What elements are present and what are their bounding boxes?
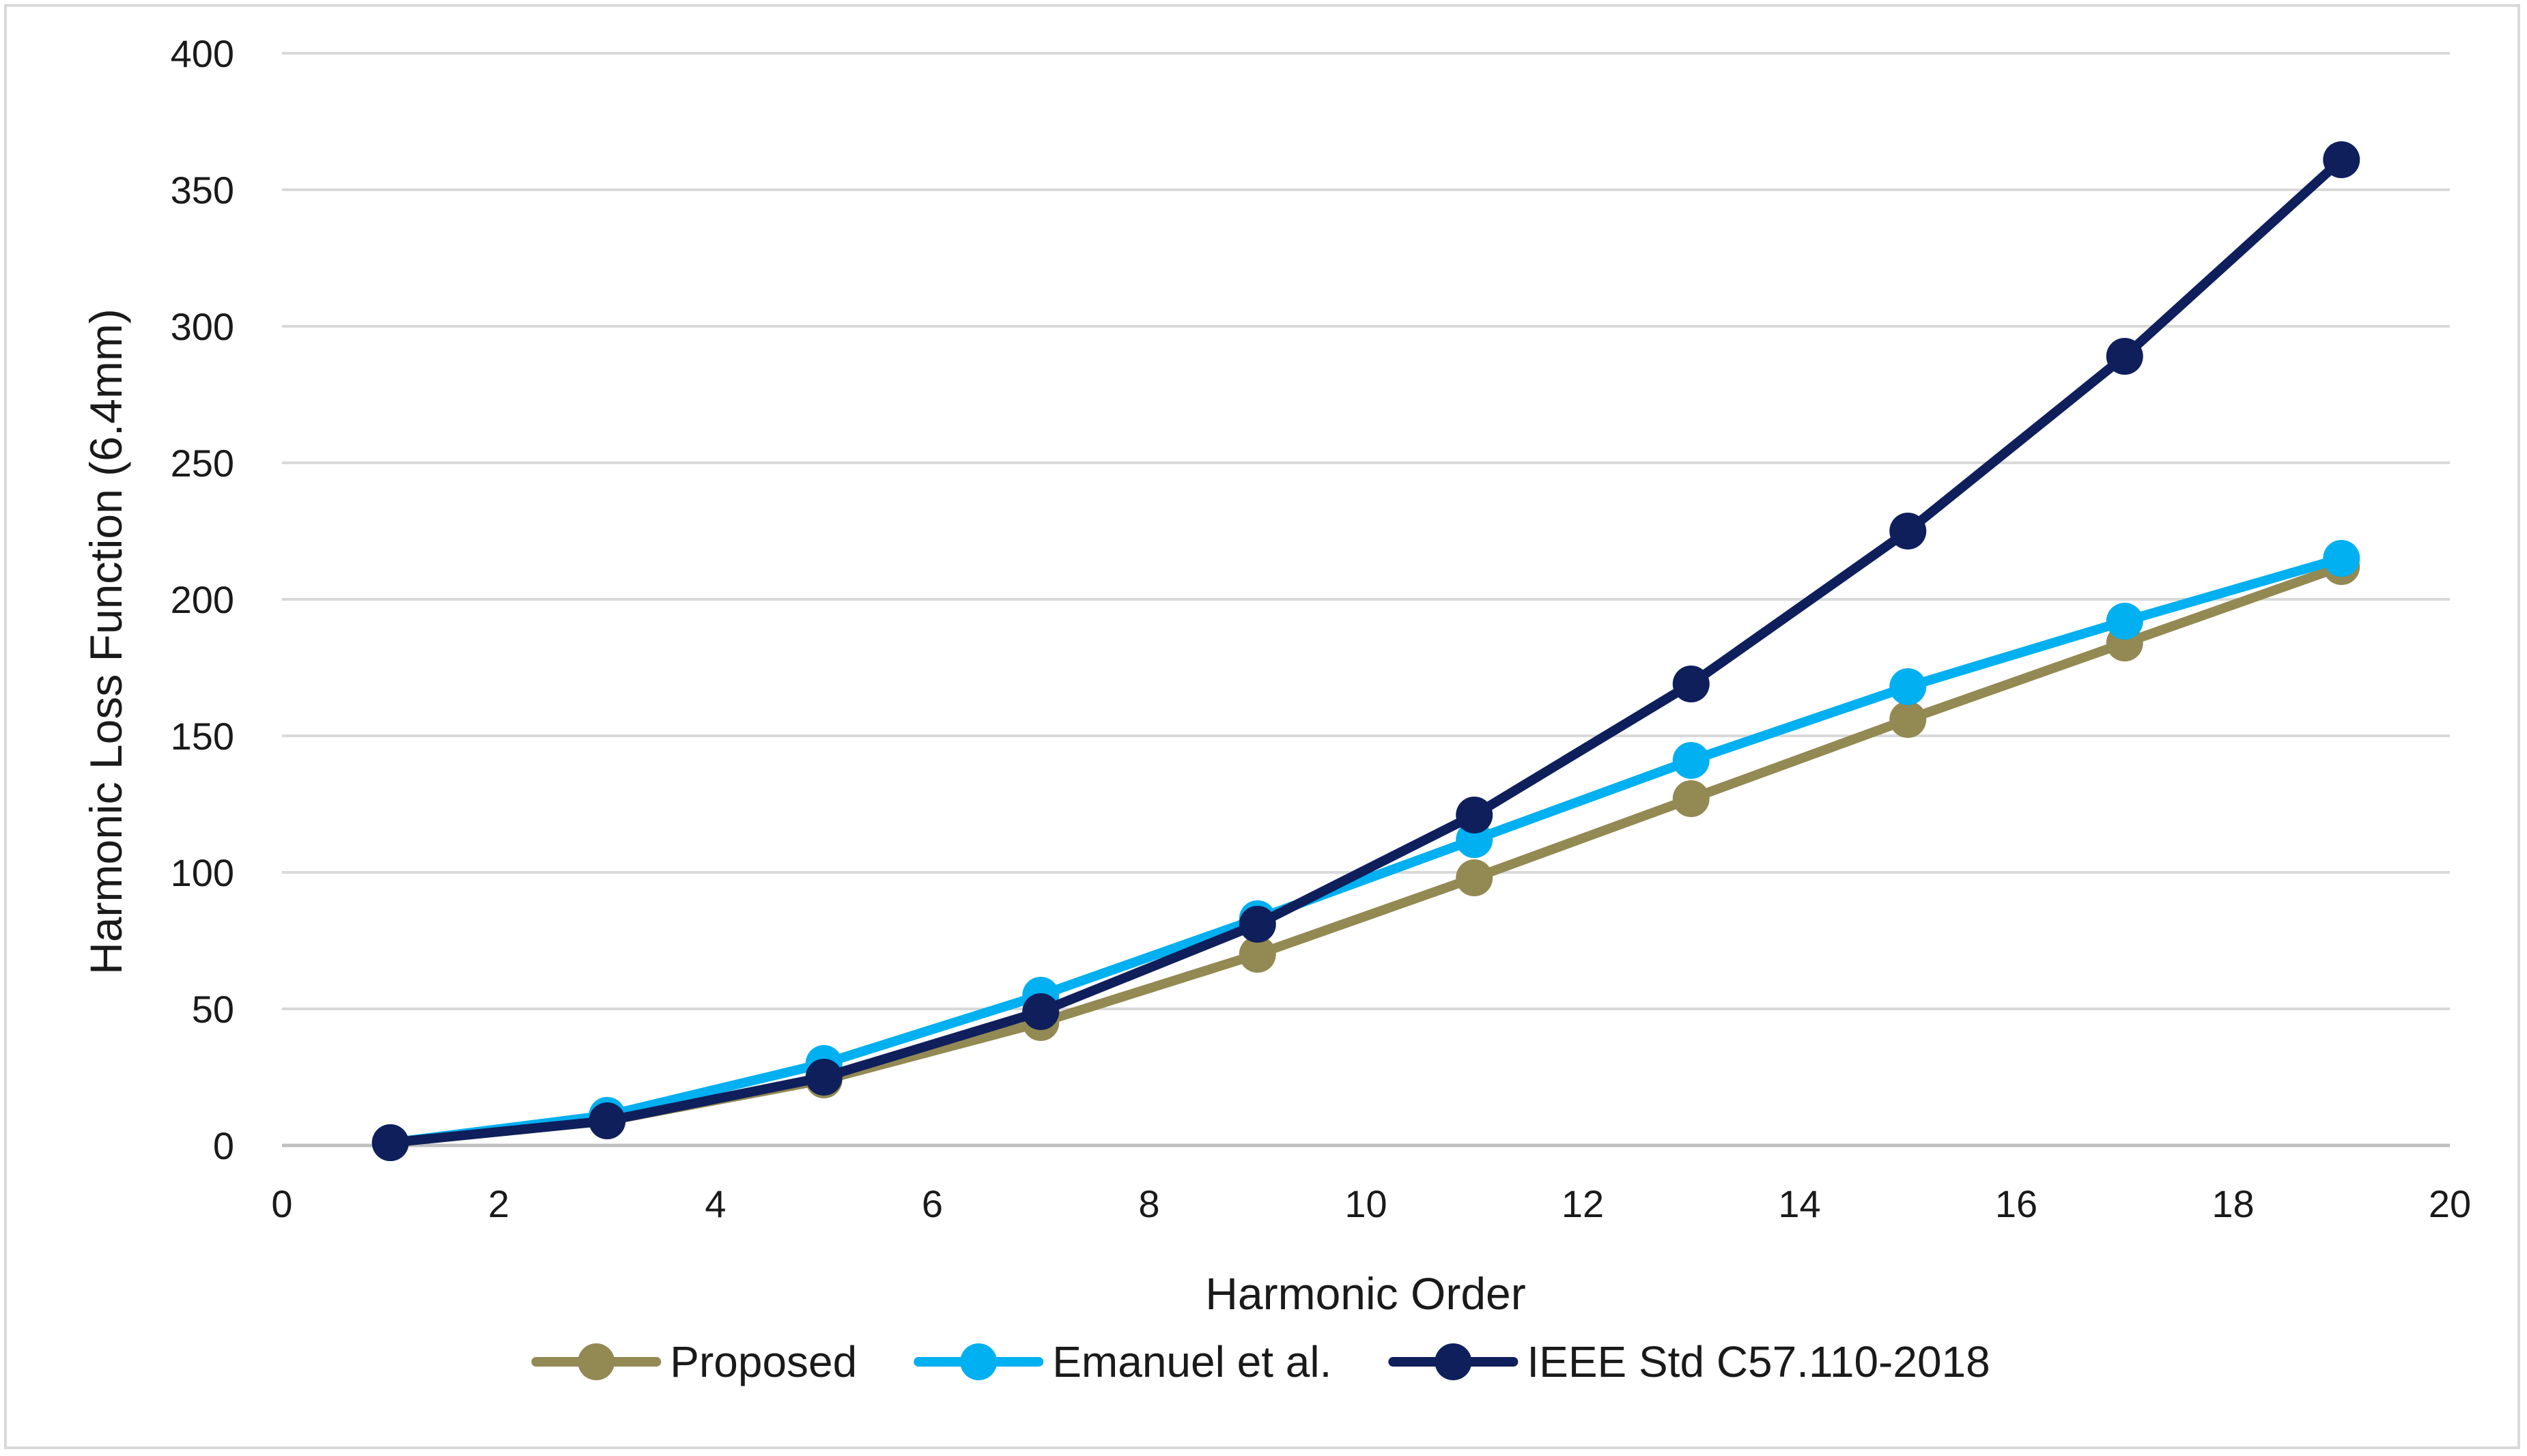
x-tick-label: 0	[271, 1182, 292, 1225]
x-tick-label: 8	[1138, 1182, 1159, 1225]
y-tick-label: 300	[171, 305, 234, 348]
data-point	[2106, 603, 2143, 640]
y-tick-label: 50	[192, 988, 234, 1031]
x-tick-label: 18	[2212, 1182, 2254, 1225]
y-tick-label: 350	[171, 169, 234, 212]
x-tick-label: 12	[1562, 1182, 1604, 1225]
legend-swatch-marker	[960, 1343, 998, 1380]
legend: Proposed Emanuel et al. IEEE Std C57.110-2…	[531, 1337, 1990, 1386]
legend-label: Emanuel et al.	[1052, 1337, 1331, 1386]
x-tick-label: 2	[488, 1182, 509, 1225]
data-point	[2106, 338, 2143, 375]
series-line	[385, 554, 2347, 1147]
data-point	[1672, 666, 1710, 702]
data-point	[1456, 859, 1493, 896]
y-tick-label: 250	[171, 442, 234, 485]
legend-swatch-marker	[1435, 1343, 1472, 1380]
legend-label: Proposed	[670, 1337, 857, 1386]
data-point	[2323, 141, 2360, 178]
data-point	[1456, 797, 1493, 833]
data-point	[1672, 780, 1710, 817]
data-point	[1672, 742, 1710, 779]
legend-item: Proposed	[531, 1337, 857, 1386]
y-tick-label: 0	[213, 1124, 234, 1167]
x-tick-label: 14	[1778, 1182, 1820, 1225]
legend-swatch-marker	[578, 1343, 615, 1380]
x-tick-label: 4	[705, 1182, 726, 1225]
data-point	[371, 1124, 409, 1161]
data-point	[1022, 993, 1060, 1030]
series-line	[385, 562, 2347, 1147]
grid-lines	[282, 52, 2450, 1147]
y-tick-label: 100	[171, 851, 234, 894]
legend-label: IEEE Std C57.110-2018	[1527, 1337, 1990, 1386]
series-line	[385, 155, 2347, 1147]
series-2	[371, 540, 2360, 1161]
legend-item: IEEE Std C57.110-2018	[1388, 1337, 1990, 1386]
y-tick-label: 200	[171, 578, 234, 621]
legend-item: Emanuel et al.	[914, 1337, 1331, 1386]
x-tick-label: 10	[1344, 1182, 1387, 1225]
y-axis-title: Harmonic Loss Function (6.4mm)	[81, 309, 131, 975]
chart-frame	[4, 4, 2520, 1449]
data-point	[1889, 701, 1927, 738]
data-point	[1239, 906, 1276, 943]
y-tick-label: 150	[171, 715, 234, 758]
data-point	[805, 1059, 843, 1096]
x-tick-label: 16	[1995, 1182, 2037, 1225]
data-point	[1239, 936, 1276, 973]
x-axis-title: Harmonic Order	[1205, 1268, 1525, 1319]
data-point	[2323, 540, 2360, 577]
x-tick-label: 6	[922, 1182, 943, 1225]
series-3	[371, 141, 2360, 1161]
y-tick-label: 400	[171, 32, 234, 75]
x-tick-labels: 0 2 4 6 8 10 12 14 16 18 20	[271, 1182, 2471, 1225]
y-tick-labels: 0 50 100 150 200 250 300 350 400	[171, 32, 234, 1167]
x-tick-label: 20	[2429, 1182, 2471, 1225]
data-point	[1889, 668, 1927, 705]
data-point	[1889, 513, 1927, 549]
series-group	[371, 141, 2360, 1161]
data-point	[589, 1102, 626, 1139]
